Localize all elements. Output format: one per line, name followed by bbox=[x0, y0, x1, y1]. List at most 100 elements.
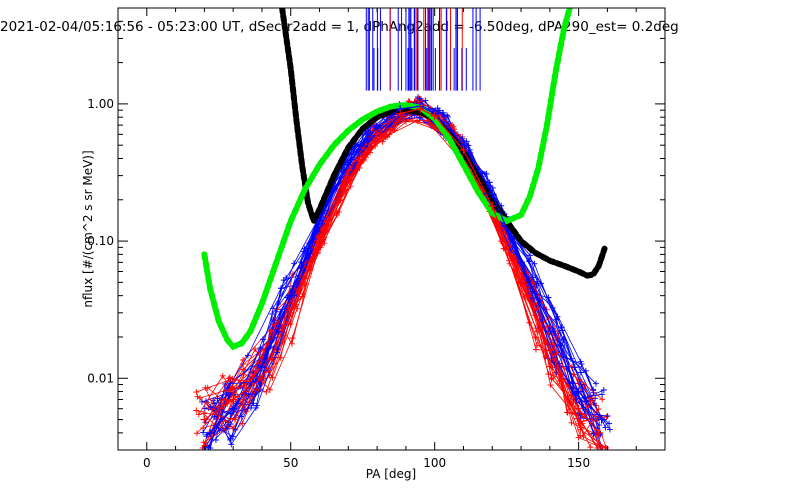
trace-marker bbox=[595, 406, 602, 413]
trace-marker bbox=[196, 395, 203, 402]
trace-marker bbox=[207, 403, 214, 410]
trace-marker bbox=[249, 373, 256, 380]
trace-marker bbox=[239, 420, 246, 427]
trace-marker bbox=[571, 364, 578, 371]
measurement-traces bbox=[193, 8, 613, 450]
series-point bbox=[200, 415, 209, 424]
x-tick-label: 50 bbox=[283, 456, 298, 470]
series-point bbox=[315, 237, 324, 246]
trace-marker bbox=[463, 138, 470, 145]
trace-marker bbox=[195, 411, 202, 418]
trace-marker bbox=[595, 445, 602, 450]
series-point bbox=[373, 122, 382, 131]
trace-marker bbox=[548, 375, 555, 381]
series-0 bbox=[279, 8, 608, 279]
series-point bbox=[257, 374, 266, 383]
trace-marker bbox=[449, 122, 456, 129]
trace-marker bbox=[307, 250, 314, 257]
trace-marker bbox=[200, 429, 207, 436]
trace-marker bbox=[219, 372, 226, 379]
trace-marker bbox=[229, 433, 236, 440]
trace-line bbox=[207, 119, 603, 405]
trace-marker bbox=[577, 358, 584, 365]
trace-line bbox=[196, 105, 593, 419]
trace-line bbox=[197, 119, 607, 449]
series-point bbox=[344, 160, 353, 169]
trace-marker bbox=[590, 430, 597, 437]
series-point bbox=[545, 327, 554, 336]
trace-line bbox=[207, 102, 605, 436]
trace-marker bbox=[321, 240, 328, 247]
trace-marker bbox=[227, 436, 234, 443]
trace-marker bbox=[263, 388, 270, 395]
trace-marker bbox=[532, 346, 539, 353]
trace-line bbox=[202, 100, 606, 449]
series-point bbox=[373, 130, 382, 139]
trace-marker bbox=[549, 364, 556, 371]
trace-marker bbox=[227, 421, 234, 428]
y-tick-label: 0.10 bbox=[87, 234, 114, 248]
trace-marker bbox=[527, 252, 534, 259]
trace-marker bbox=[314, 233, 321, 240]
series-point bbox=[229, 395, 238, 404]
series-point bbox=[396, 109, 405, 118]
series-point bbox=[206, 428, 215, 437]
trace-marker bbox=[577, 369, 584, 376]
trace-marker bbox=[231, 416, 238, 423]
trace-line bbox=[196, 104, 601, 434]
trace-line bbox=[208, 112, 594, 449]
y-axis-label: nflux [#/(cm^2 s sr MeV)] bbox=[81, 150, 95, 307]
trace-marker bbox=[557, 341, 564, 348]
series-point bbox=[597, 415, 606, 424]
series-point bbox=[488, 190, 497, 199]
trace-marker bbox=[414, 117, 421, 124]
trace-marker bbox=[444, 113, 451, 120]
trace-marker bbox=[533, 282, 540, 289]
series-layer bbox=[200, 8, 608, 437]
x-axis-label: PA [deg] bbox=[366, 467, 416, 481]
chart-title: 2021-02-04/05:16:56 - 05:23:00 UT, dSect… bbox=[0, 19, 679, 35]
series-line bbox=[279, 8, 608, 279]
trace-marker bbox=[416, 114, 423, 121]
series-point bbox=[545, 346, 554, 355]
series-2 bbox=[206, 102, 606, 437]
series-point bbox=[229, 404, 238, 413]
trace-marker bbox=[277, 354, 284, 361]
trace-marker bbox=[599, 391, 606, 398]
trace-marker bbox=[289, 335, 296, 342]
trace-line bbox=[203, 106, 607, 449]
trace-marker bbox=[274, 346, 281, 353]
trace-marker bbox=[577, 432, 584, 439]
series-1 bbox=[201, 8, 573, 351]
series-point bbox=[286, 308, 295, 317]
trace-marker bbox=[578, 424, 585, 431]
trace-marker bbox=[592, 380, 599, 387]
trace-marker bbox=[500, 245, 507, 252]
trace-marker bbox=[568, 419, 575, 426]
x-tick-label: 150 bbox=[567, 456, 590, 470]
series-point bbox=[257, 363, 266, 372]
trace-marker bbox=[532, 334, 539, 341]
trace-marker bbox=[587, 444, 594, 450]
trace-line bbox=[207, 101, 597, 430]
trace-marker bbox=[606, 420, 613, 427]
trace-marker bbox=[602, 424, 609, 431]
trace-marker bbox=[244, 352, 251, 359]
trace-marker bbox=[547, 382, 554, 389]
trace-marker bbox=[556, 360, 563, 367]
trace-marker bbox=[272, 321, 279, 328]
trace-marker bbox=[269, 374, 276, 381]
trace-marker bbox=[227, 386, 234, 393]
trace-marker bbox=[277, 285, 284, 292]
trace-line bbox=[205, 108, 611, 430]
trace-marker bbox=[416, 95, 423, 102]
trace-marker bbox=[554, 313, 561, 320]
trace-marker bbox=[590, 389, 597, 396]
trace-marker bbox=[560, 336, 567, 343]
trace-marker bbox=[439, 109, 446, 116]
trace-marker bbox=[564, 409, 571, 416]
trace-marker bbox=[254, 402, 261, 409]
trace-marker bbox=[283, 274, 290, 281]
trace-marker bbox=[199, 398, 206, 405]
